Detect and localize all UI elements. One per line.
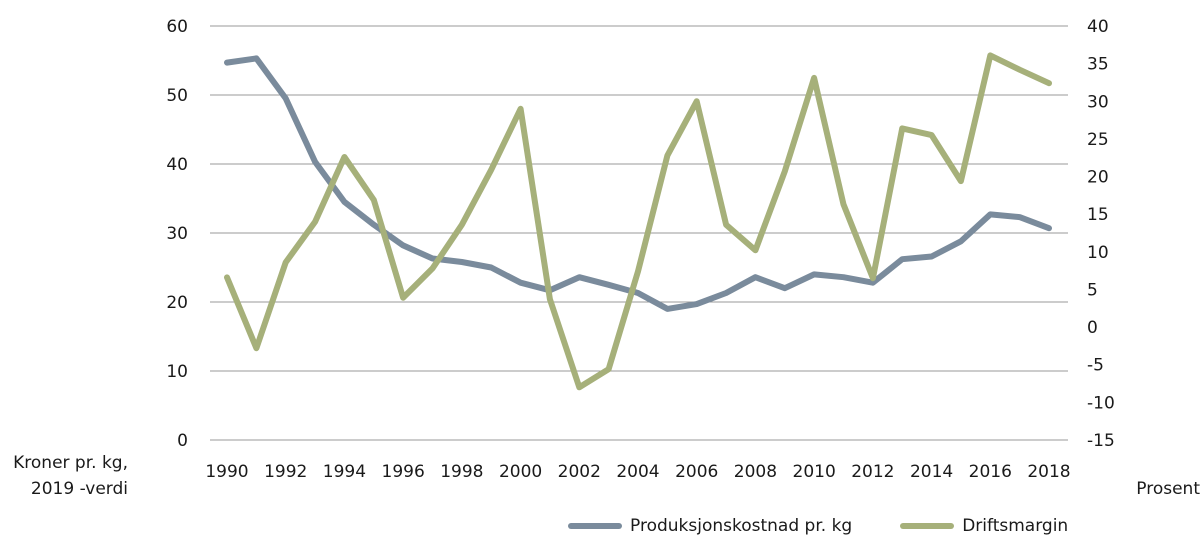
x-tick-label: 1996 <box>382 462 425 482</box>
right-tick-label: 10 <box>1087 243 1109 263</box>
legend: Produksjonskostnad pr. kg Driftsmargin <box>568 516 1116 536</box>
series-produksjonskostnad-line <box>224 55 1052 312</box>
x-tick-label: 2014 <box>910 462 953 482</box>
left-tick-label: 40 <box>166 155 188 175</box>
right-tick-label: 40 <box>1087 17 1109 37</box>
x-tick-label: 2018 <box>1027 462 1070 482</box>
left-tick-label: 30 <box>166 224 188 244</box>
right-tick-label: -5 <box>1087 356 1104 376</box>
x-tick-label: 1992 <box>264 462 307 482</box>
right-axis-ticks: 40 35 30 25 20 15 10 5 0 -5 -10 -15 <box>1087 17 1115 451</box>
left-tick-label: 60 <box>166 17 188 37</box>
series-lines <box>224 52 1052 391</box>
series-driftsmargin-line <box>224 52 1052 391</box>
x-tick-label: 2000 <box>499 462 542 482</box>
x-tick-label: 1994 <box>323 462 366 482</box>
left-axis-title-line1: Kroner pr. kg, <box>13 453 128 473</box>
x-tick-label: 1990 <box>205 462 248 482</box>
x-axis-ticks: 1990 1992 1994 1996 1998 2000 2002 2004 2006 2008… <box>205 462 1070 482</box>
x-tick-label: 2012 <box>851 462 894 482</box>
x-tick-label: 2006 <box>675 462 718 482</box>
legend-swatch-produksjonskostnad <box>568 523 622 529</box>
x-tick-label: 1998 <box>440 462 483 482</box>
legend-item-produksjonskostnad: Produksjonskostnad pr. kg <box>568 516 852 536</box>
left-axis-ticks: 60 50 40 30 20 10 0 <box>166 17 188 451</box>
x-tick-label: 2002 <box>558 462 601 482</box>
x-tick-label: 2010 <box>793 462 836 482</box>
right-tick-label: 20 <box>1087 168 1109 188</box>
right-axis-title: Prosent <box>1136 479 1200 499</box>
left-tick-label: 50 <box>166 86 188 106</box>
x-tick-label: 2016 <box>969 462 1012 482</box>
right-tick-label: 25 <box>1087 130 1109 150</box>
right-tick-label: -15 <box>1087 431 1115 451</box>
right-tick-label: -10 <box>1087 393 1115 413</box>
right-tick-label: 30 <box>1087 92 1109 112</box>
right-tick-label: 0 <box>1087 318 1098 338</box>
left-axis-title-line2: 2019 -verdi <box>31 479 128 499</box>
legend-swatch-driftsmargin <box>900 523 955 529</box>
left-tick-label: 10 <box>166 362 188 382</box>
left-tick-label: 20 <box>166 293 188 313</box>
x-tick-label: 2008 <box>734 462 777 482</box>
x-tick-label: 2004 <box>616 462 659 482</box>
gridlines <box>210 25 1068 441</box>
legend-label: Produksjonskostnad pr. kg <box>630 516 853 536</box>
left-tick-label: 0 <box>177 431 188 451</box>
legend-label: Driftsmargin <box>962 516 1069 536</box>
right-tick-label: 35 <box>1087 55 1109 75</box>
legend-item-driftsmargin: Driftsmargin <box>900 516 1068 536</box>
right-tick-label: 5 <box>1087 280 1098 300</box>
right-tick-label: 15 <box>1087 205 1109 225</box>
